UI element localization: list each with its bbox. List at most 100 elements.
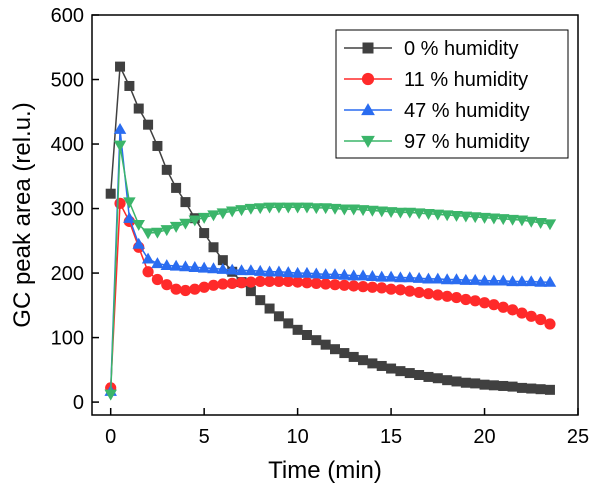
x-tick-label: 25 [567, 426, 589, 448]
legend-label: 11 % humidity [404, 69, 528, 91]
data-point [169, 259, 183, 271]
data-point [413, 286, 425, 299]
y-tick-label: 400 [51, 134, 84, 156]
plot-area [91, 14, 579, 416]
data-point [160, 259, 174, 271]
data-point [535, 313, 547, 326]
x-tick-label: 5 [199, 426, 210, 448]
data-point [254, 275, 266, 288]
data-point [441, 290, 453, 302]
legend-item: 0 % humidity [344, 38, 519, 60]
legend-marker [362, 42, 374, 54]
legend-box [335, 29, 569, 159]
data-point [412, 271, 426, 283]
data-point [386, 363, 397, 374]
data-point [329, 279, 341, 291]
data-point [516, 307, 528, 319]
data-point [291, 266, 304, 278]
data-point [356, 269, 370, 281]
series-3 [104, 140, 557, 401]
y-tick-label: 200 [51, 263, 84, 285]
data-point [375, 206, 388, 218]
data-point [328, 203, 342, 215]
data-point [450, 291, 463, 304]
data-point [450, 210, 463, 222]
data-point [506, 275, 519, 287]
data-point [385, 283, 397, 295]
data-point [291, 202, 304, 214]
data-point [431, 209, 445, 221]
data-point [544, 384, 555, 395]
data-point [375, 270, 388, 282]
data-point [197, 212, 211, 224]
legend-item: 11 % humidity [344, 69, 528, 91]
data-point [160, 225, 174, 237]
data-point [404, 368, 415, 379]
data-point [244, 264, 258, 276]
data-point [142, 266, 154, 278]
data-point [300, 266, 314, 278]
data-point [525, 310, 537, 322]
data-point [468, 273, 482, 285]
data-point [217, 255, 228, 266]
data-point [338, 204, 351, 216]
legend-label: 97 % humidity [404, 131, 530, 153]
data-point [113, 122, 127, 134]
data-point [442, 375, 453, 386]
data-point [301, 277, 313, 289]
series-2 [104, 122, 557, 396]
data-point [507, 381, 518, 392]
data-point [301, 330, 312, 340]
data-point [526, 383, 537, 394]
data-point [320, 339, 331, 350]
data-point [235, 277, 248, 289]
data-point [515, 275, 529, 287]
data-point [515, 215, 529, 227]
x-axis-title: Time (min) [268, 457, 382, 484]
data-point [282, 202, 295, 214]
data-point [189, 283, 201, 295]
data-point [488, 380, 499, 391]
data-point [384, 270, 398, 282]
data-point [141, 252, 155, 264]
data-point [114, 197, 126, 209]
y-tick-label: 300 [51, 199, 84, 221]
data-point [132, 237, 145, 249]
data-point [479, 379, 490, 390]
data-point [440, 210, 454, 222]
x-tick-label: 10 [286, 426, 308, 448]
data-point [487, 213, 501, 225]
data-point [348, 280, 360, 292]
data-point [263, 265, 276, 277]
data-point [376, 360, 387, 371]
data-point [459, 211, 473, 223]
data-point [141, 228, 155, 240]
data-point [431, 272, 445, 284]
data-point [283, 318, 294, 329]
data-point [422, 272, 435, 284]
data-point [179, 260, 192, 272]
data-point [468, 212, 482, 224]
x-tick-label: 20 [473, 426, 495, 448]
y-tick-label: 600 [51, 5, 84, 27]
data-point [496, 214, 510, 226]
data-point [188, 215, 202, 227]
data-point [423, 371, 434, 382]
data-point [113, 140, 127, 152]
data-point [180, 197, 191, 208]
data-point [273, 311, 284, 322]
data-point [403, 207, 417, 219]
data-point [245, 286, 256, 297]
data-point [534, 218, 547, 229]
data-point [394, 207, 407, 219]
data-point [264, 303, 275, 314]
data-point [133, 103, 144, 114]
legend-marker [361, 72, 375, 86]
data-point [216, 262, 230, 274]
y-tick-label: 500 [51, 70, 84, 92]
data-point [161, 279, 173, 291]
data-point [199, 228, 210, 239]
data-point [544, 318, 556, 330]
legend-marker [361, 103, 375, 116]
data-point [367, 358, 378, 369]
